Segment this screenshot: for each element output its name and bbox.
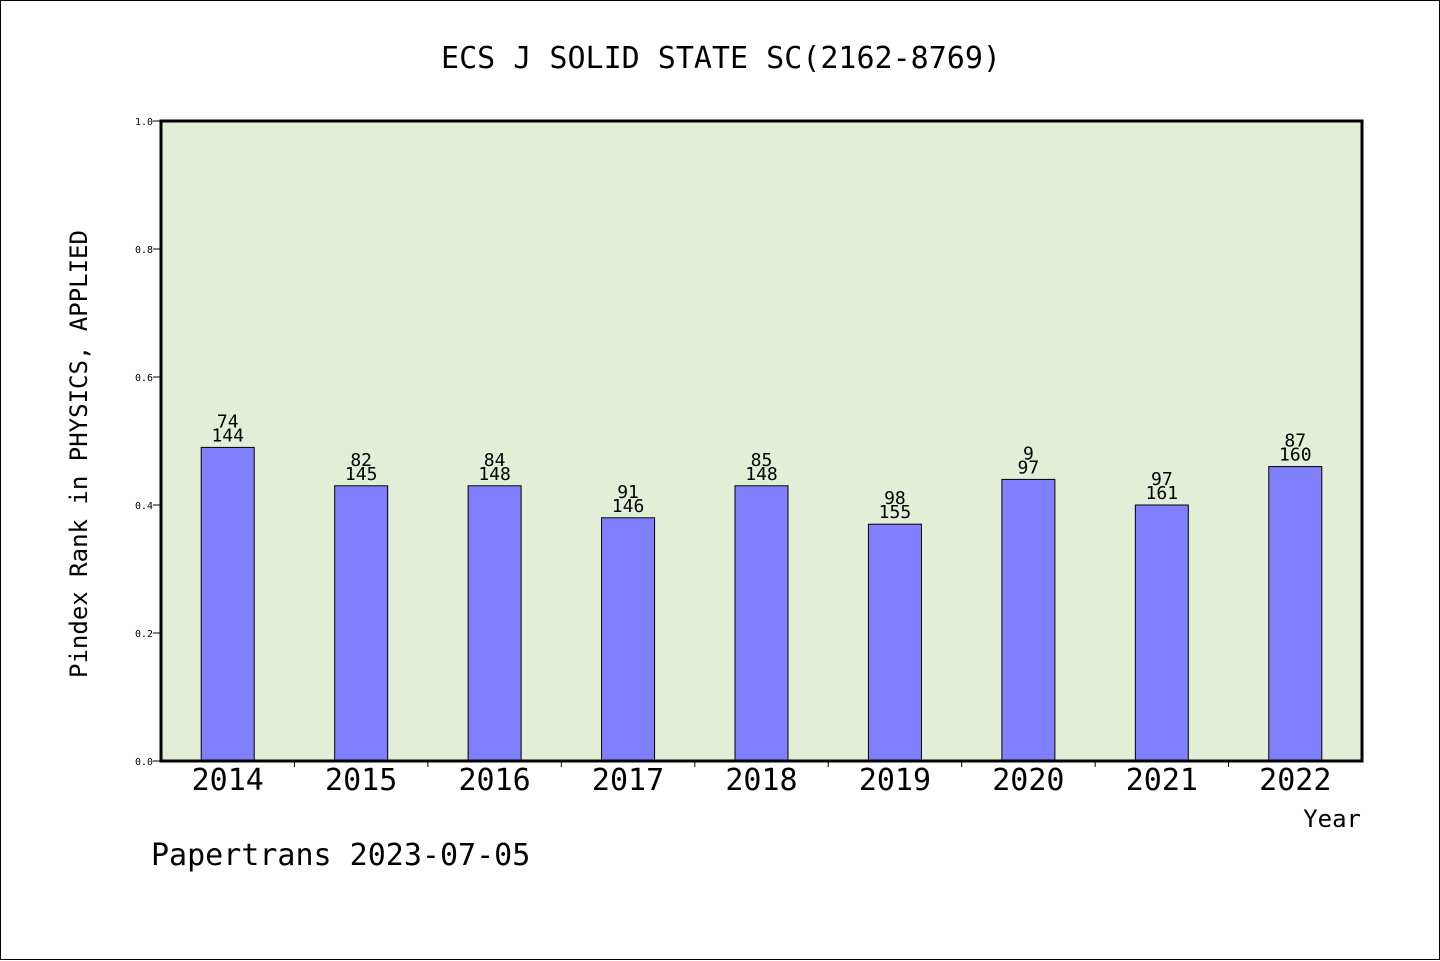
y-axis-label: Pindex Rank in PHYSICS, APPLIED bbox=[65, 230, 93, 678]
bar-rank-label: 9 bbox=[1023, 443, 1034, 464]
bar-rank-label: 84 bbox=[484, 450, 506, 471]
y-tick-label: 0.8 bbox=[135, 245, 153, 256]
y-tick-label: 0.0 bbox=[135, 757, 153, 768]
bar-total-label: 148 bbox=[745, 464, 778, 485]
bar-total-label: 144 bbox=[211, 425, 244, 446]
bar bbox=[200, 446, 255, 762]
bar-total-label: 161 bbox=[1146, 483, 1179, 504]
bar-total-label: 148 bbox=[478, 464, 511, 485]
bar-total-label: 155 bbox=[879, 502, 912, 523]
bar-rank-label: 85 bbox=[751, 450, 773, 471]
bar-rank-label: 87 bbox=[1284, 431, 1306, 452]
bar-total-label: 160 bbox=[1279, 445, 1312, 466]
bar bbox=[1134, 504, 1189, 762]
bar bbox=[601, 517, 656, 762]
y-tick-label: 0.6 bbox=[135, 373, 153, 384]
y-tick-label: 0.2 bbox=[135, 629, 153, 640]
footer-text: Papertrans 2023-07-05 bbox=[151, 838, 530, 873]
x-tick-label: 2022 bbox=[1259, 763, 1331, 798]
x-tick-label: 2018 bbox=[725, 763, 797, 798]
bar-rank-label: 91 bbox=[617, 482, 639, 503]
bar bbox=[467, 485, 522, 762]
x-tick-label: 2020 bbox=[992, 763, 1064, 798]
bar-rank-label: 97 bbox=[1151, 469, 1173, 490]
x-tick-label: 2021 bbox=[1126, 763, 1198, 798]
chart-title: ECS J SOLID STATE SC(2162-8769) bbox=[441, 41, 1001, 76]
ticks-layer: 0.0 0.2 0.4 0.6 0.8 1.0 2014 2015 2016 2017 2018 20… bbox=[135, 117, 1331, 798]
bar bbox=[734, 485, 789, 762]
bar-total-label: 97 bbox=[1018, 457, 1040, 478]
bar bbox=[334, 485, 389, 762]
bar-rank-label: 82 bbox=[350, 450, 372, 471]
plot-border bbox=[159, 119, 1364, 763]
y-tick-label: 1.0 bbox=[135, 117, 153, 128]
bar bbox=[1268, 466, 1323, 762]
x-tick-label: 2017 bbox=[592, 763, 664, 798]
bar bbox=[867, 523, 922, 762]
y-tick-label: 0.4 bbox=[135, 501, 153, 512]
x-tick-label: 2019 bbox=[859, 763, 931, 798]
bar-total-label: 146 bbox=[612, 496, 645, 517]
x-axis-label: Year bbox=[1303, 805, 1361, 833]
bars-layer: 1447414582148841469114885155989791619716… bbox=[200, 411, 1323, 762]
x-tick-label: 2015 bbox=[325, 763, 397, 798]
bar-rank-label: 98 bbox=[884, 488, 906, 509]
x-tick-label: 2014 bbox=[192, 763, 264, 798]
bar bbox=[1001, 478, 1056, 762]
bar-total-label: 145 bbox=[345, 464, 378, 485]
x-tick-label: 2016 bbox=[458, 763, 530, 798]
bar-rank-label: 74 bbox=[217, 411, 239, 432]
